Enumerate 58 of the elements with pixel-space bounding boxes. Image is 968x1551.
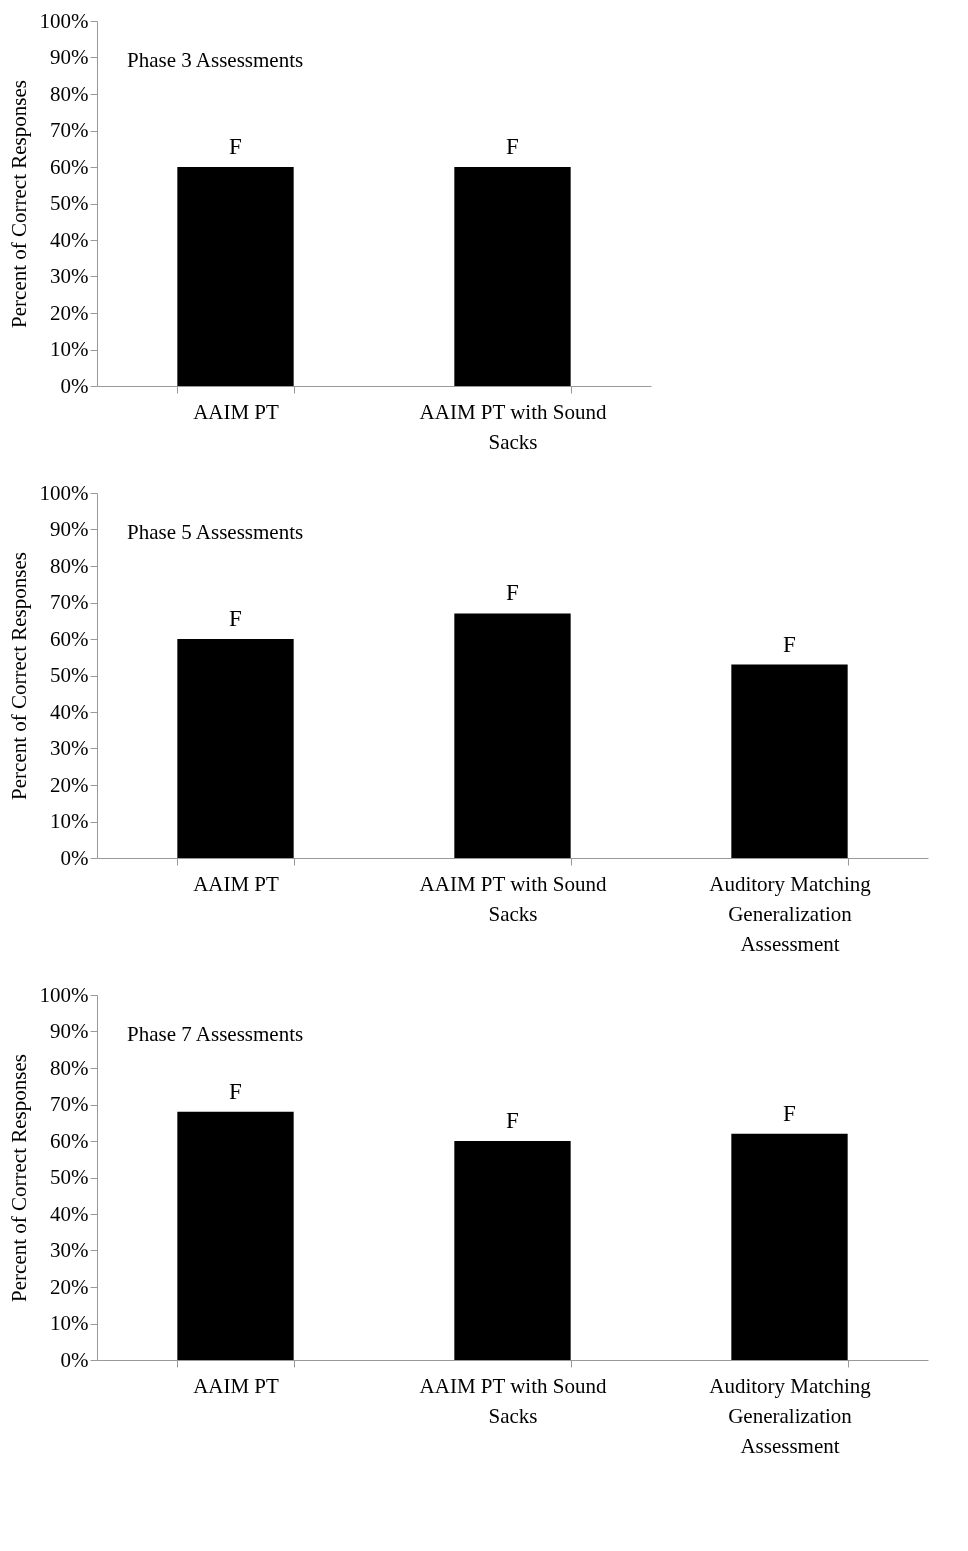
bar <box>454 613 571 858</box>
y-tick-label: 10% <box>50 809 89 833</box>
y-tick-label: 40% <box>50 227 89 252</box>
y-tick-label: 70% <box>50 1092 89 1116</box>
y-tick-label: 60% <box>50 1128 89 1153</box>
y-tick-label: 70% <box>50 590 89 614</box>
y-axis-title: Percent of Correct Responses <box>6 552 31 800</box>
data-label: F <box>783 1100 796 1126</box>
data-label: F <box>229 134 242 159</box>
y-tick-label: 10% <box>50 337 89 361</box>
data-label: F <box>506 580 519 606</box>
data-label: F <box>506 134 519 159</box>
data-label: F <box>229 606 242 631</box>
y-axis-title: Percent of Correct Responses <box>6 1054 31 1302</box>
x-tick-label: Auditory Matching Generalization Assessment <box>709 1373 872 1458</box>
y-tick-label: 90% <box>50 1019 89 1043</box>
y-tick-label: 20% <box>50 300 89 325</box>
data-label: F <box>783 631 796 657</box>
y-tick-label: 0% <box>60 373 89 398</box>
annotation: Phase 7 Assessments <box>127 1022 304 1046</box>
x-tick-label: AAIM PT with Sound Sacks <box>419 1373 607 1428</box>
y-tick-label: 80% <box>50 81 89 106</box>
data-label: F <box>229 1078 242 1104</box>
y-tick-label: 80% <box>50 1055 89 1080</box>
x-tick-label: AAIM PT with Sound Sacks <box>419 871 607 926</box>
x-tick-label: AAIM PT <box>193 399 280 424</box>
y-tick-label: 100% <box>39 480 89 505</box>
y-tick-label: 30% <box>50 1238 89 1262</box>
x-tick-label: Auditory Matching Generalization Assessment <box>709 871 872 956</box>
y-tick-label: 50% <box>50 191 89 215</box>
y-tick-label: 30% <box>50 736 89 760</box>
y-axis-title: Percent of Correct Responses <box>6 80 31 328</box>
bar <box>177 639 294 858</box>
y-tick-label: 100% <box>39 8 89 33</box>
y-tick-label: 20% <box>50 772 89 797</box>
y-tick-label: 20% <box>50 1274 89 1299</box>
x-tick-label: AAIM PT <box>193 871 280 896</box>
x-tick-label: AAIM PT <box>193 1373 280 1398</box>
annotation: Phase 5 Assessments <box>127 520 304 544</box>
bar <box>731 664 848 858</box>
y-tick-label: 10% <box>50 1311 89 1335</box>
y-tick-label: 70% <box>50 118 89 142</box>
y-tick-label: 80% <box>50 553 89 578</box>
annotation: Phase 3 Assessments <box>127 48 304 72</box>
y-tick-label: 90% <box>50 517 89 541</box>
y-tick-label: 0% <box>60 845 89 870</box>
x-tick-label: AAIM PT with Sound Sacks <box>419 399 607 454</box>
y-tick-label: 30% <box>50 264 89 288</box>
y-tick-label: 60% <box>50 626 89 651</box>
y-tick-label: 60% <box>50 154 89 179</box>
y-tick-label: 40% <box>50 1201 89 1226</box>
data-label: F <box>506 1108 519 1133</box>
y-tick-label: 40% <box>50 699 89 724</box>
y-tick-label: 100% <box>39 982 89 1007</box>
y-tick-label: 0% <box>60 1347 89 1372</box>
y-tick-label: 50% <box>50 663 89 687</box>
y-tick-label: 90% <box>50 45 89 69</box>
y-tick-label: 50% <box>50 1165 89 1189</box>
